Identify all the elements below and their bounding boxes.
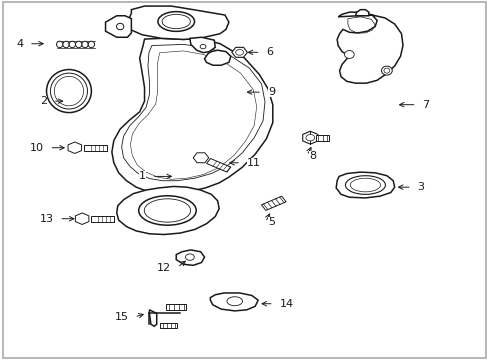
Polygon shape xyxy=(117,186,219,234)
Ellipse shape xyxy=(383,68,389,73)
Text: 4: 4 xyxy=(16,39,23,49)
Ellipse shape xyxy=(381,66,391,75)
Polygon shape xyxy=(336,12,402,83)
Ellipse shape xyxy=(46,69,91,113)
Polygon shape xyxy=(127,6,228,40)
Bar xyxy=(83,145,107,150)
Ellipse shape xyxy=(54,76,83,106)
Polygon shape xyxy=(105,16,131,37)
Polygon shape xyxy=(149,310,157,326)
Bar xyxy=(261,196,285,210)
Polygon shape xyxy=(335,172,394,198)
Text: 9: 9 xyxy=(267,87,274,97)
Polygon shape xyxy=(210,293,258,311)
Text: 3: 3 xyxy=(417,182,424,192)
Ellipse shape xyxy=(75,41,81,48)
Ellipse shape xyxy=(144,199,190,222)
Ellipse shape xyxy=(158,12,194,31)
Polygon shape xyxy=(68,142,81,153)
Text: 12: 12 xyxy=(157,262,171,273)
Polygon shape xyxy=(193,153,208,163)
Ellipse shape xyxy=(235,49,243,55)
Ellipse shape xyxy=(226,297,242,306)
Ellipse shape xyxy=(88,41,94,48)
Ellipse shape xyxy=(344,50,353,58)
Ellipse shape xyxy=(139,196,196,225)
Text: 13: 13 xyxy=(39,214,53,224)
Text: 6: 6 xyxy=(266,47,273,57)
Ellipse shape xyxy=(200,44,205,49)
Polygon shape xyxy=(75,213,89,225)
Polygon shape xyxy=(112,39,272,194)
Polygon shape xyxy=(204,50,230,65)
Polygon shape xyxy=(355,10,368,16)
Ellipse shape xyxy=(162,14,190,29)
Ellipse shape xyxy=(69,41,75,48)
Bar xyxy=(91,216,114,222)
Text: 11: 11 xyxy=(246,158,261,168)
Text: 5: 5 xyxy=(267,217,274,227)
Polygon shape xyxy=(176,250,204,265)
Ellipse shape xyxy=(345,176,385,194)
Text: 1: 1 xyxy=(139,171,146,181)
Polygon shape xyxy=(231,48,247,57)
Text: 2: 2 xyxy=(40,96,47,106)
Ellipse shape xyxy=(57,41,63,48)
Ellipse shape xyxy=(185,254,194,260)
Text: 14: 14 xyxy=(279,299,293,309)
Ellipse shape xyxy=(63,41,69,48)
Polygon shape xyxy=(189,37,215,53)
Bar xyxy=(166,305,185,310)
Ellipse shape xyxy=(116,23,123,30)
Bar xyxy=(315,135,329,140)
Ellipse shape xyxy=(81,41,88,48)
Polygon shape xyxy=(302,131,317,144)
Text: 7: 7 xyxy=(422,100,429,110)
Bar xyxy=(160,323,177,328)
Ellipse shape xyxy=(50,73,87,109)
Text: 10: 10 xyxy=(30,143,43,153)
Bar xyxy=(206,158,230,172)
Text: 8: 8 xyxy=(308,150,316,161)
Ellipse shape xyxy=(305,134,314,141)
Ellipse shape xyxy=(349,178,380,192)
Text: 15: 15 xyxy=(114,312,128,322)
